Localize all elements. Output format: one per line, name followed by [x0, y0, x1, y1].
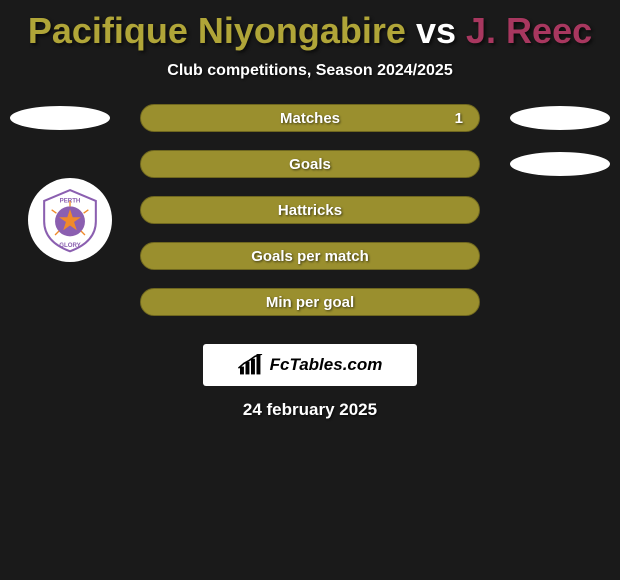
- comparison-title: Pacifique Niyongabire vs J. Reec: [0, 0, 620, 56]
- update-date: 24 february 2025: [0, 386, 620, 420]
- stat-label: Min per goal: [141, 294, 479, 311]
- stat-label: Goals: [141, 156, 479, 173]
- vs-text: vs: [416, 10, 456, 51]
- stat-bar: Matches1: [140, 104, 480, 132]
- stat-bar: Goals: [140, 150, 480, 178]
- branding-text: FcTables.com: [270, 355, 383, 375]
- svg-text:GLORY: GLORY: [59, 242, 81, 249]
- perth-glory-crest-icon: PERTH GLORY: [36, 186, 104, 254]
- subtitle: Club competitions, Season 2024/2025: [0, 56, 620, 98]
- player1-name: Pacifique Niyongabire: [28, 10, 406, 51]
- player2-name: J. Reec: [466, 10, 592, 51]
- bar-chart-icon: [238, 354, 264, 376]
- player2-value-pill: [510, 152, 610, 176]
- stat-bar: Hattricks: [140, 196, 480, 224]
- stat-row: Matches1: [0, 98, 620, 144]
- branding-box[interactable]: FcTables.com: [203, 344, 417, 386]
- team-badge: PERTH GLORY: [20, 178, 120, 262]
- badge-circle: PERTH GLORY: [28, 178, 112, 262]
- stat-label: Goals per match: [141, 248, 479, 265]
- stat-label: Hattricks: [141, 202, 479, 219]
- player2-value-pill: [510, 106, 610, 130]
- stat-value: 1: [455, 110, 463, 127]
- stat-row: Min per goal: [0, 282, 620, 328]
- stat-bar: Goals per match: [140, 242, 480, 270]
- stat-label: Matches: [141, 110, 479, 127]
- player1-value-pill: [10, 106, 110, 130]
- stat-bar: Min per goal: [140, 288, 480, 316]
